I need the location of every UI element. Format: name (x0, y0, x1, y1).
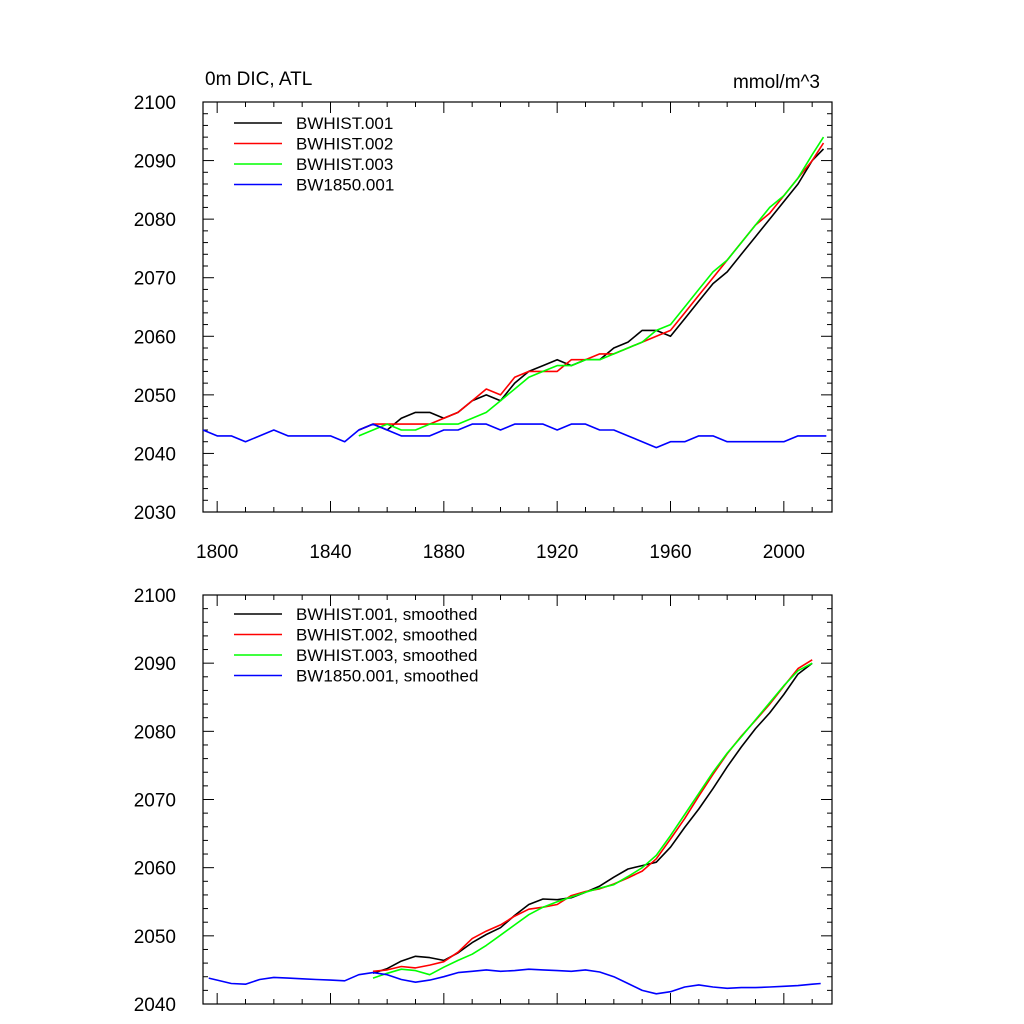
legend-label: BW1850.001, smoothed (296, 667, 478, 686)
chart-title: 0m DIC, ATL (205, 69, 312, 90)
y-tick-label: 2050 (134, 927, 176, 948)
y-tick-label: 2100 (134, 586, 176, 607)
y-tick-label: 2060 (134, 327, 176, 348)
legend-label: BWHIST.003, smoothed (296, 646, 477, 665)
x-tick-label: 2000 (763, 542, 805, 563)
series-line-2 (372, 659, 813, 973)
series-line-4 (208, 968, 821, 995)
legend-label: BWHIST.003 (296, 155, 393, 174)
x-tick-label: 1800 (196, 542, 238, 563)
series-line-1 (358, 148, 825, 431)
y-tick-label: 2080 (134, 722, 176, 743)
legend-label: BW1850.001 (296, 176, 394, 195)
y-tick-label: 2040 (134, 995, 176, 1016)
plot-frame (202, 101, 833, 513)
y-tick-label: 2030 (134, 503, 176, 524)
x-tick-label: 1920 (536, 542, 578, 563)
series-line-3 (358, 136, 825, 437)
y-tick-label: 2080 (134, 210, 176, 231)
legend-label: BWHIST.002 (296, 135, 393, 154)
legend-label: BWHIST.002, smoothed (296, 626, 477, 645)
y-tick-label: 2100 (134, 93, 176, 114)
series-line-3 (372, 662, 813, 979)
y-tick-label: 2090 (134, 152, 176, 173)
x-tick-label: 1960 (649, 542, 691, 563)
bottom-panel: 2040 2050 2060 2070 2080 2090 2100 BWHIST.001, … (134, 586, 833, 1016)
legend-label: BWHIST.001, smoothed (296, 605, 477, 624)
y-tick-label: 2040 (134, 444, 176, 465)
y-tick-label: 2070 (134, 269, 176, 290)
series-line-1 (372, 662, 813, 975)
top-panel: 1800 1840 1880 1920 1960 2000 2030 2040 2050 2060… (134, 69, 833, 563)
legend-label: BWHIST.001 (296, 114, 393, 133)
y-tick-label: 2070 (134, 791, 176, 812)
x-tick-label: 1880 (423, 542, 465, 563)
y-tick-label: 2060 (134, 859, 176, 880)
series-line-2 (358, 142, 825, 431)
y-tick-label: 2090 (134, 654, 176, 675)
y-tick-label: 2050 (134, 386, 176, 407)
series-line-4 (202, 423, 827, 449)
x-tick-label: 1840 (309, 542, 351, 563)
units-label: mmol/m^3 (733, 72, 820, 93)
